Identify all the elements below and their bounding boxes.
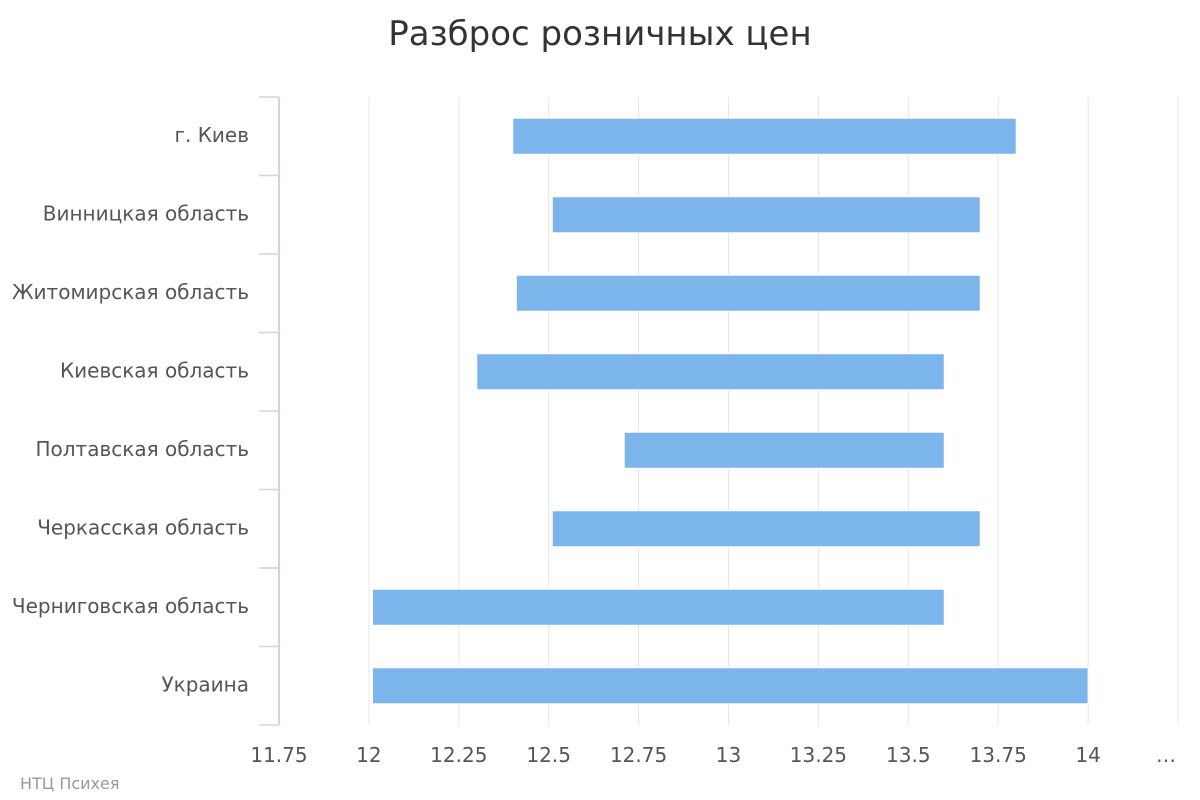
category-label: Украина <box>161 672 249 696</box>
chart-title: Разброс розничных цен <box>388 14 812 54</box>
category-label: Черкасская область <box>37 515 249 539</box>
category-label: Черниговская область <box>12 594 249 618</box>
range-bar <box>371 667 1089 705</box>
x-tick-label: 14 <box>1075 743 1100 767</box>
x-tick-label: 13.75 <box>970 743 1027 767</box>
x-tick-label: … <box>1156 743 1176 767</box>
range-bar <box>476 353 945 391</box>
category-label: Житомирская область <box>12 280 249 304</box>
range-bar <box>623 431 945 469</box>
range-bar <box>551 196 981 234</box>
x-tick-label: 12.25 <box>430 743 487 767</box>
x-tick-label: 13.5 <box>886 743 931 767</box>
x-tick-label: 12.75 <box>610 743 667 767</box>
category-label: Полтавская область <box>35 437 249 461</box>
x-tick-label: 12.5 <box>526 743 571 767</box>
category-label: г. Киев <box>174 123 249 147</box>
x-tick-label: 13 <box>716 743 741 767</box>
x-tick-label: 11.75 <box>250 743 307 767</box>
category-label: Киевская область <box>60 358 249 382</box>
range-bar <box>512 117 1017 155</box>
range-bar <box>515 274 981 312</box>
x-tick-label: 12 <box>356 743 381 767</box>
range-bar <box>371 588 945 626</box>
chart-credit: НТЦ Психея <box>20 774 120 793</box>
x-tick-label: 13.25 <box>790 743 847 767</box>
category-label: Винницкая область <box>43 201 249 225</box>
range-bar <box>551 510 981 548</box>
